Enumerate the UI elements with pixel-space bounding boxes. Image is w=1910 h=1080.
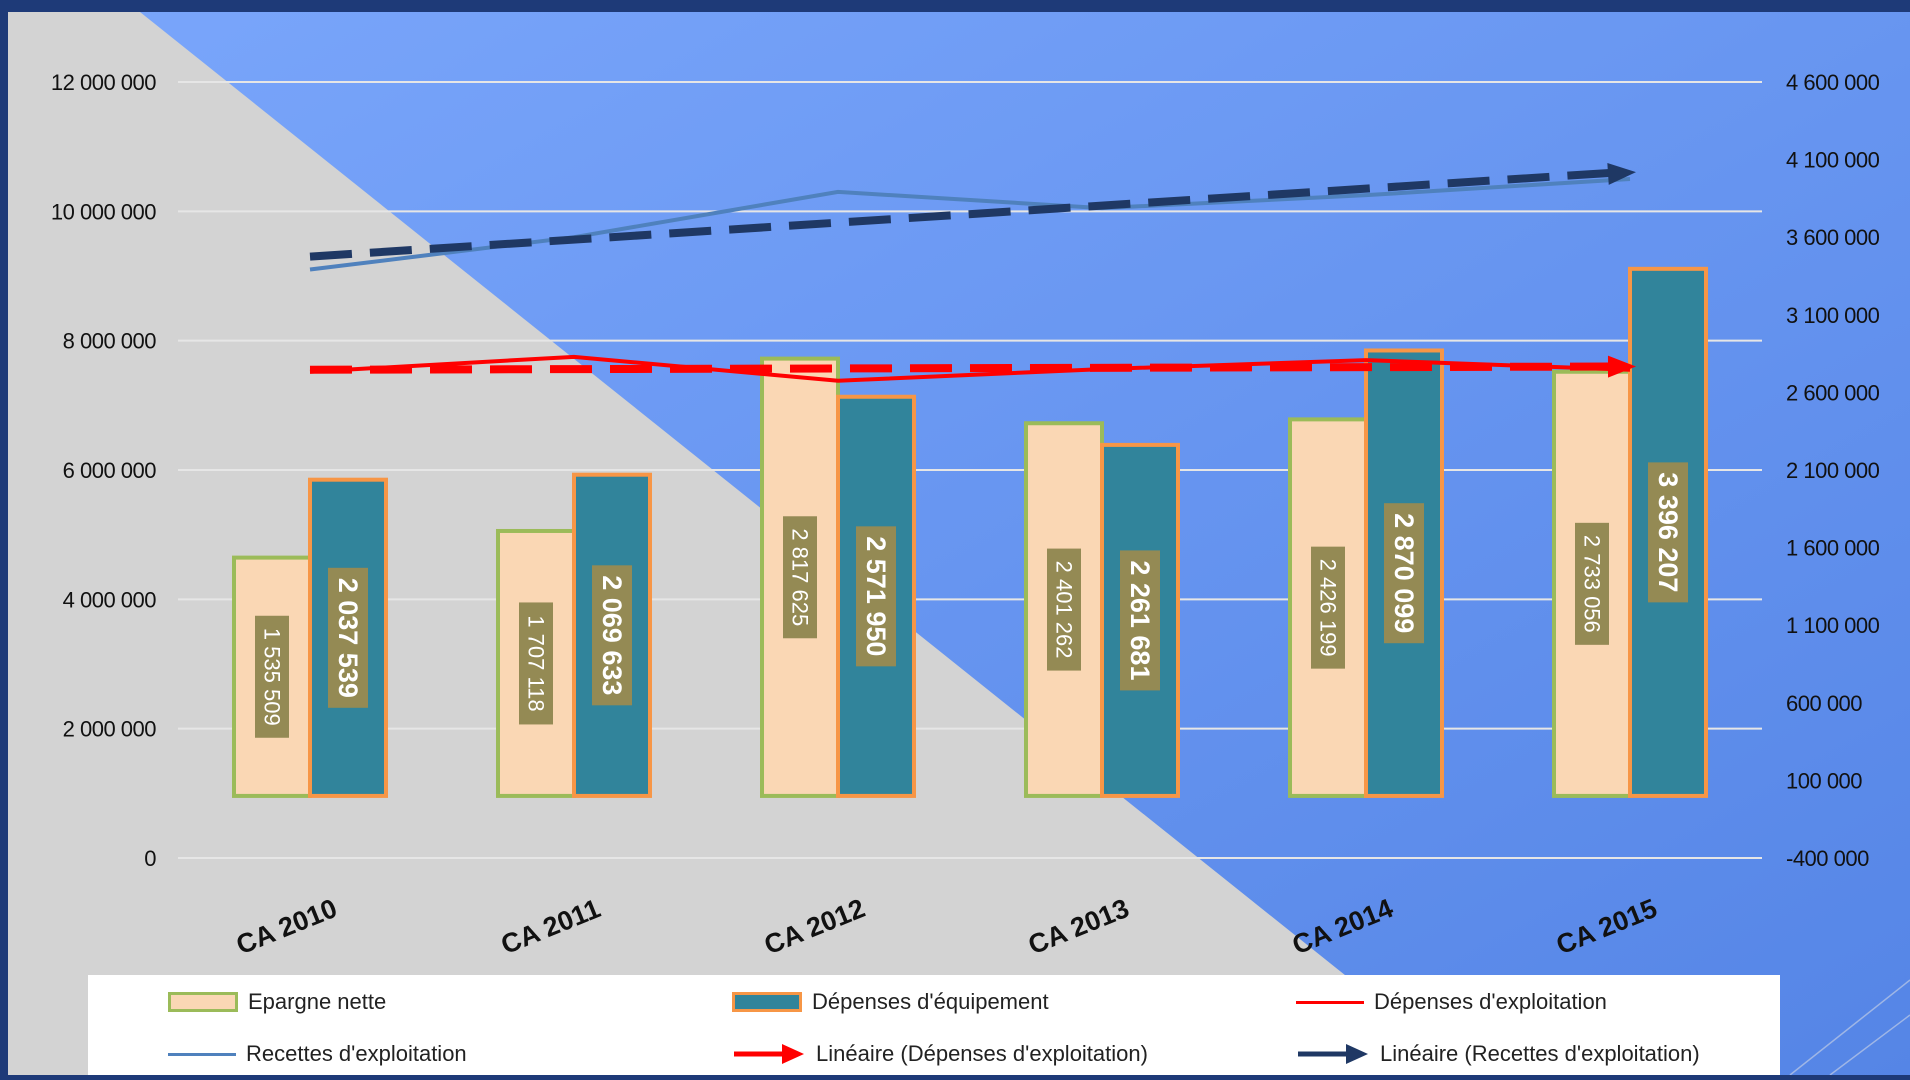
data-label: 2 401 262 <box>1052 561 1077 659</box>
right-axis-tick-label: -400 000 <box>1786 846 1869 871</box>
data-label: 2 817 625 <box>788 528 813 626</box>
right-axis-tick-label: 1 600 000 <box>1786 536 1880 561</box>
data-label: 2 069 633 <box>597 575 627 695</box>
data-label-box <box>856 526 896 667</box>
left-axis-tick-label: 6 000 000 <box>63 458 157 483</box>
trendline <box>309 362 1617 374</box>
legend-item-depenses-equipement: Dépenses d'équipement <box>732 989 1049 1015</box>
data-label: 1 707 118 <box>524 615 549 711</box>
legend-label: Dépenses d'équipement <box>812 989 1049 1014</box>
right-axis-tick-label: 600 000 <box>1786 691 1862 716</box>
data-label: 2 261 681 <box>1125 560 1155 680</box>
data-label-box <box>519 602 553 725</box>
legend-swatch-depenses-equipement <box>732 992 802 1012</box>
legend-label: Epargne nette <box>248 989 387 1014</box>
legend-swatch-epargne <box>168 992 238 1012</box>
data-label-box <box>1047 548 1081 671</box>
left-axis-tick-label: 2 000 000 <box>63 717 157 742</box>
legend-swatch-recettes-exploitation <box>168 1052 236 1056</box>
legend-item-depenses-exploitation: Dépenses d'exploitation <box>1296 989 1607 1015</box>
legend-label: Linéaire (Dépenses d'exploitation) <box>816 1041 1148 1066</box>
data-label: 2 733 056 <box>1580 535 1605 633</box>
right-axis-tick-label: 4 600 000 <box>1786 70 1880 95</box>
legend-item-lineaire-depenses: Linéaire (Dépenses d'exploitation) <box>732 1041 1148 1067</box>
right-axis-tick-label: 2 600 000 <box>1786 380 1880 405</box>
right-axis-tick-label: 3 100 000 <box>1786 303 1880 328</box>
data-label-box <box>255 615 289 738</box>
series-line <box>309 354 1631 383</box>
left-axis-tick-label: 0 <box>144 846 156 871</box>
left-axis-tick-label: 12 000 000 <box>51 70 156 95</box>
right-axis-tick-label: 2 100 000 <box>1786 458 1880 483</box>
data-label-box <box>1575 522 1609 645</box>
right-axis-tick-label: 100 000 <box>1786 768 1862 793</box>
data-label-box <box>1120 550 1160 691</box>
data-label-box <box>783 516 817 639</box>
trendline-arrowhead <box>1607 162 1636 185</box>
legend-swatch-depenses-exploitation <box>1296 1000 1364 1004</box>
legend-item-recettes-exploitation: Recettes d'exploitation <box>168 1041 467 1067</box>
legend-label: Linéaire (Recettes d'exploitation) <box>1380 1041 1700 1066</box>
grey-diagonal-area <box>8 12 1470 1075</box>
legend: Epargne nette Dépenses d'équipement Dépe… <box>88 975 1780 1075</box>
legend-item-epargne: Epargne nette <box>168 989 386 1015</box>
right-axis-tick-label: 1 100 000 <box>1786 613 1880 638</box>
bar-layer <box>232 266 1708 798</box>
legend-item-lineaire-recettes: Linéaire (Recettes d'exploitation) <box>1296 1041 1700 1067</box>
data-label: 2 870 099 <box>1389 513 1419 633</box>
left-axis-tick-label: 8 000 000 <box>63 329 157 354</box>
line-layer <box>309 162 1636 383</box>
left-axis-tick-label: 10 000 000 <box>51 199 156 224</box>
legend-label: Recettes d'exploitation <box>246 1041 467 1066</box>
trendline-arrowhead <box>1607 355 1636 378</box>
data-label: 1 535 509 <box>260 628 285 726</box>
legend-arrow-red-icon <box>734 1044 804 1064</box>
left-axis-tick-label: 4 000 000 <box>63 587 157 612</box>
data-label-box <box>328 567 368 708</box>
trendline <box>309 168 1617 261</box>
data-label-box <box>1648 462 1688 603</box>
data-label: 3 396 207 <box>1653 472 1683 592</box>
data-label-box <box>1311 546 1345 669</box>
data-label: 2 571 950 <box>861 536 891 656</box>
data-label: 2 037 539 <box>333 578 363 698</box>
label-layer: 1 535 509 1 707 118 2 817 625 2 401 262 2 42… <box>255 462 1688 738</box>
legend-arrow-navy-icon <box>1298 1044 1368 1064</box>
data-label-box <box>1384 503 1424 644</box>
data-label: 2 426 199 <box>1316 559 1341 657</box>
legend-label: Dépenses d'exploitation <box>1374 989 1607 1014</box>
right-axis-tick-label: 3 600 000 <box>1786 225 1880 250</box>
right-axis-tick-label: 4 100 000 <box>1786 148 1880 173</box>
data-label-box <box>592 565 632 706</box>
